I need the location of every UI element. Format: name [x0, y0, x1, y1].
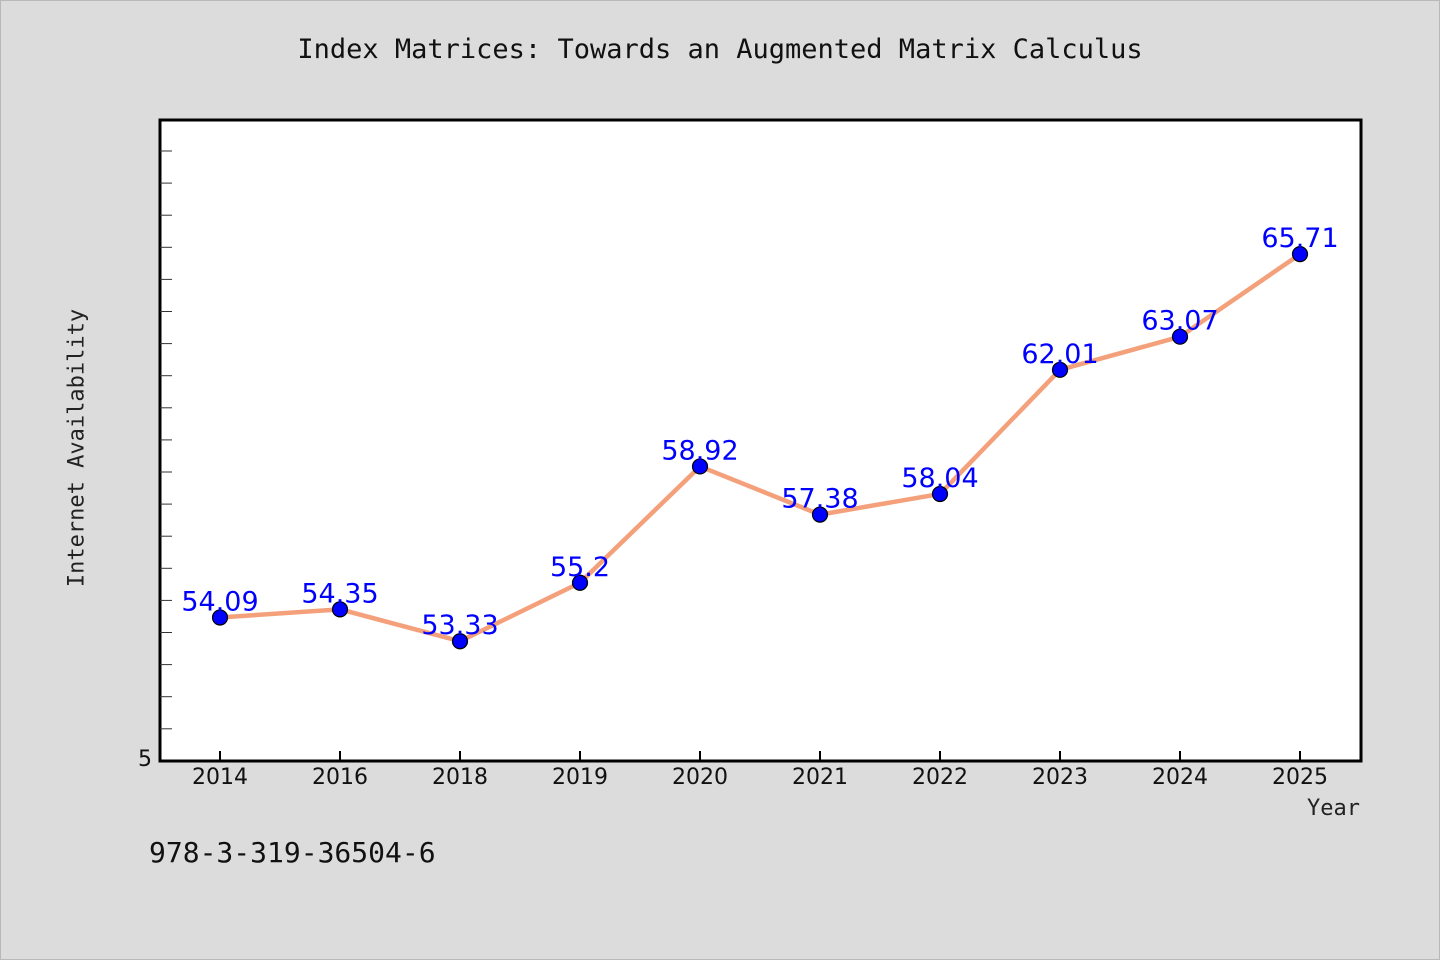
- x-tick-label: 2016: [312, 765, 368, 790]
- data-label: 63.07: [1141, 306, 1218, 337]
- data-point: [331, 601, 349, 618]
- data-label: 58.04: [901, 463, 978, 494]
- footer-isbn: 978-3-319-36504-6: [149, 836, 436, 869]
- data-label: 65.71: [1261, 223, 1338, 254]
- data-label: 62.01: [1021, 339, 1098, 370]
- x-tick-label: 2025: [1272, 765, 1328, 790]
- series-line: [217, 251, 1303, 644]
- data-point: [211, 609, 229, 626]
- y-tick-label: 5: [138, 747, 152, 772]
- data-label: 53.33: [421, 610, 498, 641]
- data-point: [451, 633, 469, 650]
- x-tick-label: 2020: [672, 765, 728, 790]
- x-tick-label: 2024: [1152, 765, 1208, 790]
- x-tick-label: 2019: [552, 765, 608, 790]
- data-point: [571, 574, 589, 591]
- x-tick-label: 2023: [1032, 765, 1088, 790]
- data-point: [691, 458, 709, 475]
- data-point: [1051, 361, 1069, 378]
- data-label: 54.09: [181, 586, 258, 617]
- x-tick-label: 2014: [192, 765, 248, 790]
- x-axis-label: Year: [1307, 796, 1360, 821]
- plot-area: [158, 118, 1363, 763]
- data-point: [811, 506, 829, 523]
- data-point: [1291, 246, 1309, 263]
- chart-title: Index Matrices: Towards an Augmented Mat…: [297, 34, 1143, 65]
- data-label: 58.92: [661, 435, 738, 466]
- data-point: [931, 485, 949, 503]
- data-point: [1171, 328, 1189, 345]
- data-label: 55.2: [550, 552, 610, 583]
- x-tick-label: 2022: [912, 765, 968, 790]
- data-label: 57.38: [781, 484, 858, 515]
- x-tick-label: 2018: [432, 765, 488, 790]
- data-label: 54.35: [301, 578, 378, 609]
- x-tick-label: 2021: [792, 765, 848, 790]
